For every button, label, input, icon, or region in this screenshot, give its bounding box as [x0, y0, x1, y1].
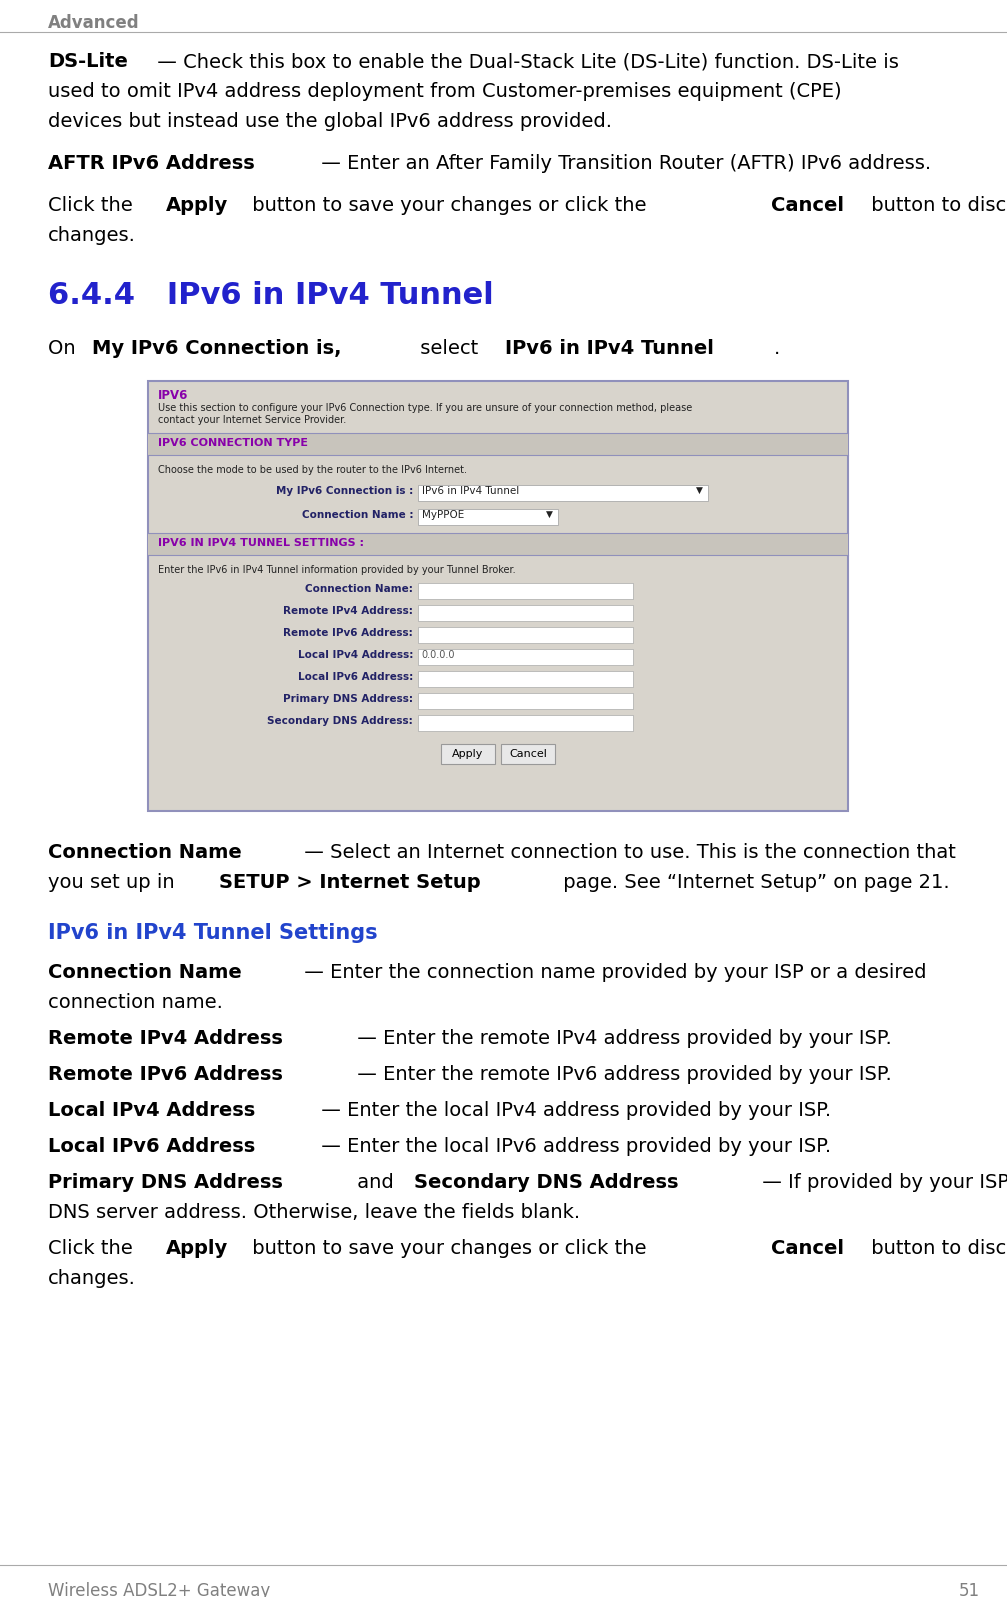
FancyBboxPatch shape [148, 533, 848, 556]
Text: 51: 51 [959, 1583, 980, 1597]
Text: On: On [48, 339, 82, 358]
Text: used to omit IPv4 address deployment from Customer-premises equipment (CPE): used to omit IPv4 address deployment fro… [48, 81, 842, 101]
Text: Secondary DNS Address:: Secondary DNS Address: [267, 715, 413, 727]
Text: contact your Internet Service Provider.: contact your Internet Service Provider. [158, 415, 346, 425]
FancyBboxPatch shape [418, 671, 633, 687]
Text: Local IPv6 Address:: Local IPv6 Address: [298, 672, 413, 682]
Text: — Select an Internet connection to use. This is the connection that: — Select an Internet connection to use. … [298, 843, 956, 862]
Text: Apply: Apply [452, 749, 483, 759]
Text: — Enter an After Family Transition Router (AFTR) IPv6 address.: — Enter an After Family Transition Route… [315, 153, 930, 172]
Text: — Enter the remote IPv4 address provided by your ISP.: — Enter the remote IPv4 address provided… [351, 1028, 892, 1048]
FancyBboxPatch shape [501, 744, 555, 763]
FancyBboxPatch shape [441, 744, 495, 763]
Text: Choose the mode to be used by the router to the IPv6 Internet.: Choose the mode to be used by the router… [158, 465, 467, 474]
Text: IPV6 CONNECTION TYPE: IPV6 CONNECTION TYPE [158, 438, 308, 449]
Text: Click the: Click the [48, 1239, 139, 1258]
Text: — If provided by your ISP, enter the: — If provided by your ISP, enter the [755, 1174, 1007, 1191]
Text: IPV6 IN IPV4 TUNNEL SETTINGS :: IPV6 IN IPV4 TUNNEL SETTINGS : [158, 538, 364, 548]
Text: Connection Name :: Connection Name : [301, 509, 413, 521]
Text: — Check this box to enable the Dual-Stack Lite (DS-Lite) function. DS-Lite is: — Check this box to enable the Dual-Stac… [151, 53, 899, 70]
Text: Primary DNS Address:: Primary DNS Address: [283, 695, 413, 704]
Text: Remote IPv4 Address:: Remote IPv4 Address: [283, 605, 413, 616]
Text: Advanced: Advanced [48, 14, 140, 32]
Text: Remote IPv6 Address:: Remote IPv6 Address: [283, 628, 413, 637]
Text: DNS server address. Otherwise, leave the fields blank.: DNS server address. Otherwise, leave the… [48, 1203, 580, 1222]
FancyBboxPatch shape [148, 382, 848, 811]
Text: Cancel: Cancel [510, 749, 547, 759]
FancyBboxPatch shape [418, 583, 633, 599]
Text: page. See “Internet Setup” on page 21.: page. See “Internet Setup” on page 21. [557, 874, 950, 893]
Text: IPV6: IPV6 [158, 390, 188, 402]
Text: .: . [774, 339, 780, 358]
Text: Local IPv4 Address: Local IPv4 Address [48, 1100, 255, 1119]
Text: Remote IPv4 Address: Remote IPv4 Address [48, 1028, 283, 1048]
Text: Local IPv4 Address:: Local IPv4 Address: [298, 650, 413, 660]
Text: Local IPv6 Address: Local IPv6 Address [48, 1137, 255, 1156]
Text: changes.: changes. [48, 227, 136, 244]
FancyBboxPatch shape [418, 628, 633, 644]
Text: My IPv6 Connection is :: My IPv6 Connection is : [276, 485, 413, 497]
Text: Cancel: Cancel [770, 196, 844, 216]
Text: Remote IPv6 Address: Remote IPv6 Address [48, 1065, 283, 1084]
Text: select: select [414, 339, 484, 358]
Text: devices but instead use the global IPv6 address provided.: devices but instead use the global IPv6 … [48, 112, 612, 131]
Text: Connection Name:: Connection Name: [305, 585, 413, 594]
Text: button to discard your: button to discard your [865, 1239, 1007, 1258]
FancyBboxPatch shape [418, 693, 633, 709]
Text: 0.0.0.0: 0.0.0.0 [421, 650, 454, 660]
Text: MyPPOE: MyPPOE [422, 509, 464, 521]
FancyBboxPatch shape [148, 433, 848, 455]
FancyBboxPatch shape [418, 648, 633, 664]
Text: Apply: Apply [165, 196, 228, 216]
Text: AFTR IPv6 Address: AFTR IPv6 Address [48, 153, 255, 172]
Text: My IPv6 Connection is,: My IPv6 Connection is, [92, 339, 341, 358]
Text: — Enter the remote IPv6 address provided by your ISP.: — Enter the remote IPv6 address provided… [351, 1065, 892, 1084]
Text: — Enter the connection name provided by your ISP or a desired: — Enter the connection name provided by … [298, 963, 926, 982]
Text: Primary DNS Address: Primary DNS Address [48, 1174, 283, 1191]
Text: Cancel: Cancel [770, 1239, 844, 1258]
Text: IPv6 in IPv4 Tunnel Settings: IPv6 in IPv4 Tunnel Settings [48, 923, 378, 942]
Text: Secondary DNS Address: Secondary DNS Address [414, 1174, 679, 1191]
Text: Connection Name: Connection Name [48, 963, 242, 982]
Text: 6.4.4   IPv6 in IPv4 Tunnel: 6.4.4 IPv6 in IPv4 Tunnel [48, 281, 493, 310]
Text: button to save your changes or click the: button to save your changes or click the [246, 196, 653, 216]
Text: Enter the IPv6 in IPv4 Tunnel information provided by your Tunnel Broker.: Enter the IPv6 in IPv4 Tunnel informatio… [158, 565, 516, 575]
FancyBboxPatch shape [418, 715, 633, 731]
Text: connection name.: connection name. [48, 993, 223, 1012]
Text: button to discard your: button to discard your [865, 196, 1007, 216]
Text: Click the: Click the [48, 196, 139, 216]
Text: Connection Name: Connection Name [48, 843, 242, 862]
FancyBboxPatch shape [418, 509, 558, 525]
FancyBboxPatch shape [418, 485, 708, 501]
Text: and: and [351, 1174, 400, 1191]
Text: SETUP > Internet Setup: SETUP > Internet Setup [220, 874, 481, 893]
Text: IPv6 in IPv4 Tunnel: IPv6 in IPv4 Tunnel [505, 339, 714, 358]
Text: IPv6 in IPv4 Tunnel: IPv6 in IPv4 Tunnel [422, 485, 520, 497]
FancyBboxPatch shape [418, 605, 633, 621]
Text: ▼: ▼ [546, 509, 553, 519]
Text: ▼: ▼ [696, 485, 703, 495]
Text: Use this section to configure your IPv6 Connection type. If you are unsure of yo: Use this section to configure your IPv6 … [158, 402, 692, 414]
Text: changes.: changes. [48, 1270, 136, 1289]
Text: Apply: Apply [165, 1239, 228, 1258]
Text: — Enter the local IPv6 address provided by your ISP.: — Enter the local IPv6 address provided … [315, 1137, 832, 1156]
Text: DS-Lite: DS-Lite [48, 53, 128, 70]
Text: you set up in: you set up in [48, 874, 181, 893]
Text: — Enter the local IPv4 address provided by your ISP.: — Enter the local IPv4 address provided … [315, 1100, 832, 1119]
Text: button to save your changes or click the: button to save your changes or click the [246, 1239, 653, 1258]
Text: Wireless ADSL2+ Gateway: Wireless ADSL2+ Gateway [48, 1583, 270, 1597]
